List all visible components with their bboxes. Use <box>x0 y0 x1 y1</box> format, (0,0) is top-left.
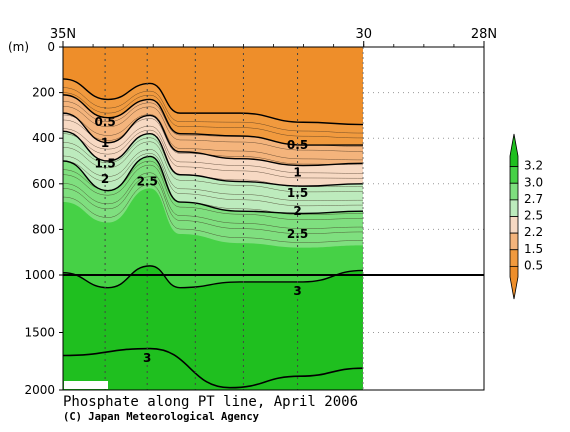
contour-label-8: 2 <box>293 204 301 218</box>
y-tick-label-7: 2000 <box>24 383 55 397</box>
contour-line-2.5 <box>62 155 364 215</box>
chart-title: Phosphate along PT line, April 2006 <box>63 394 359 410</box>
y-unit-label: (m) <box>8 40 29 54</box>
contour-line-2 <box>62 130 364 187</box>
y-tick-label-4: 800 <box>32 222 55 236</box>
colorbar-segment-4 <box>509 216 519 234</box>
contour-line-deep-3 <box>62 347 364 389</box>
colorbar-segment-5 <box>509 232 519 251</box>
contour-label-1: 1 <box>101 136 109 150</box>
fill-band-0.5 <box>63 47 363 125</box>
contour-label-10: 3 <box>293 284 301 298</box>
colorbar-label-4: 2.2 <box>524 225 543 239</box>
blank-patch <box>64 381 108 389</box>
y-tick-label-3: 600 <box>32 177 55 191</box>
colorbar-label-3: 2.5 <box>524 209 543 223</box>
colorbar-label-5: 1.5 <box>524 242 543 256</box>
contour-line-minor <box>62 141 364 193</box>
contour-label-7: 1.5 <box>287 186 308 200</box>
contour-label-3: 2 <box>101 172 109 186</box>
colorbar-segment-6 <box>509 249 519 267</box>
contour-label-5: 0.5 <box>287 138 308 152</box>
concentration-fill-layer <box>63 47 363 390</box>
contour-line-minor <box>62 114 364 161</box>
colorbar-label-0: 3.2 <box>524 159 543 173</box>
contour-line-minor <box>62 87 364 134</box>
y-tick-label-1: 200 <box>32 86 55 100</box>
y-tick-label-2: 400 <box>32 131 55 145</box>
x-tick-label-0: 35N <box>50 27 76 42</box>
contour-label-0: 0.5 <box>94 115 115 129</box>
contour-labels-layer: 0.5 1 1.5 2 2.5 0.5 1 1.5 2 2.5 3 3 <box>94 115 308 365</box>
colorbar-label-2: 2.7 <box>524 192 543 206</box>
gridlines-layer <box>362 47 484 390</box>
contour-line-minor <box>62 118 364 166</box>
colorbar-segment-7 <box>509 265 519 300</box>
contour-line-1.5 <box>62 112 364 167</box>
contour-line-minor <box>62 176 364 234</box>
contour-line-1 <box>62 94 363 146</box>
contour-label-2: 1.5 <box>94 156 115 170</box>
colorbar-segment-1 <box>509 166 519 184</box>
y-tick-label-0: 0 <box>47 40 55 54</box>
colorbar-segment-2 <box>509 182 519 201</box>
colorbar-label-1: 3.0 <box>524 175 543 189</box>
contour-line-minor <box>62 172 364 229</box>
contour-line-minor <box>62 153 364 207</box>
y-tick-label-5: 1000 <box>24 268 55 282</box>
contour-line-minor <box>62 125 364 174</box>
colorbar-segment-3 <box>509 199 519 217</box>
contour-lines-layer <box>62 78 364 389</box>
contour-label-6: 1 <box>293 165 301 179</box>
contour-line-minor <box>62 164 364 221</box>
colorbar: 3.2 3.0 2.7 2.5 2.2 1.5 0.5 <box>509 133 543 300</box>
x-tick-label-1: 30 <box>355 27 372 42</box>
contour-line-minor <box>62 106 364 152</box>
contour-line-3 <box>62 265 364 289</box>
colorbar-segment-0 <box>509 133 519 168</box>
x-tick-label-2: 28N <box>471 27 497 42</box>
y-tick-label-6: 1500 <box>24 326 55 340</box>
contour-line-minor <box>62 129 364 179</box>
contour-label-9: 2.5 <box>287 227 308 241</box>
contour-line-minor <box>62 184 364 243</box>
contour-line-minor <box>62 149 364 201</box>
contour-line-minor <box>62 92 364 139</box>
contour-label-4: 2.5 <box>137 175 158 189</box>
credit-text: (C) Japan Meteorological Agency <box>63 411 259 423</box>
contour-line-0.5 <box>62 78 364 126</box>
axes-layer: 35N 30 28N 0 200 400 600 800 1000 1500 2000 (m) <box>8 27 497 397</box>
contour-label-11: 3 <box>143 351 151 365</box>
colorbar-label-6: 0.5 <box>524 258 543 272</box>
